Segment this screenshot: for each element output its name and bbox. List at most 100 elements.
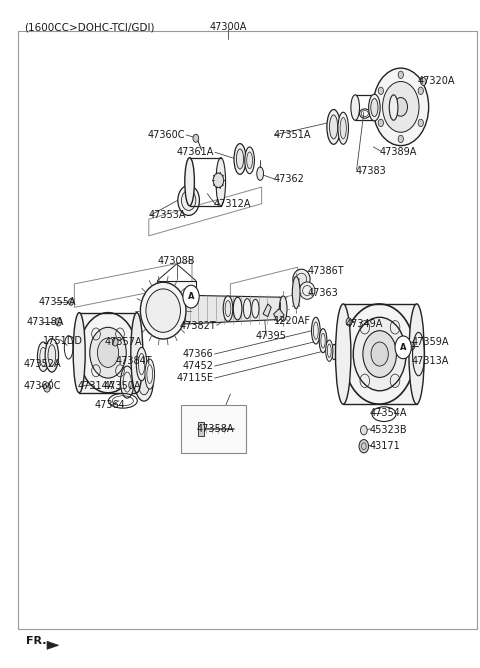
Text: 47312A: 47312A — [214, 199, 251, 208]
Circle shape — [90, 327, 126, 378]
Ellipse shape — [389, 95, 398, 120]
Ellipse shape — [79, 313, 137, 393]
Text: 47300A: 47300A — [209, 22, 247, 31]
Ellipse shape — [279, 296, 287, 321]
Ellipse shape — [252, 299, 259, 318]
Polygon shape — [185, 295, 283, 324]
Text: 1220AF: 1220AF — [274, 316, 311, 325]
Ellipse shape — [329, 115, 337, 139]
Ellipse shape — [247, 152, 252, 169]
Ellipse shape — [213, 173, 224, 188]
Ellipse shape — [338, 112, 348, 144]
Text: 47382T: 47382T — [179, 321, 216, 331]
Ellipse shape — [409, 304, 424, 404]
Ellipse shape — [138, 371, 150, 395]
Ellipse shape — [131, 313, 143, 393]
Ellipse shape — [327, 110, 340, 144]
Circle shape — [383, 81, 419, 132]
Bar — [181, 405, 246, 453]
Polygon shape — [263, 304, 271, 317]
Circle shape — [69, 299, 73, 305]
Text: 47354A: 47354A — [370, 408, 407, 418]
Text: 47115E: 47115E — [177, 373, 214, 383]
Circle shape — [378, 88, 384, 95]
Text: 47452: 47452 — [182, 361, 214, 371]
Text: 47386T: 47386T — [307, 266, 344, 275]
Ellipse shape — [325, 340, 333, 361]
Ellipse shape — [146, 289, 180, 333]
Circle shape — [371, 342, 388, 366]
Circle shape — [420, 77, 426, 86]
Ellipse shape — [351, 95, 360, 120]
Ellipse shape — [120, 366, 134, 398]
Circle shape — [418, 120, 423, 127]
Text: 47359A: 47359A — [412, 337, 449, 347]
Text: 47314A: 47314A — [78, 381, 115, 391]
Text: FR.: FR. — [26, 637, 47, 646]
Ellipse shape — [369, 94, 380, 121]
Circle shape — [394, 98, 408, 116]
Ellipse shape — [233, 297, 242, 320]
Ellipse shape — [332, 345, 336, 360]
Text: 47360C: 47360C — [147, 130, 185, 140]
Bar — [79, 313, 137, 393]
Circle shape — [193, 134, 199, 142]
Text: 47358A: 47358A — [196, 424, 234, 434]
Text: 43171: 43171 — [370, 442, 400, 451]
Circle shape — [363, 331, 396, 377]
Ellipse shape — [336, 304, 351, 404]
Text: 47352A: 47352A — [24, 359, 61, 369]
Ellipse shape — [223, 296, 233, 321]
Circle shape — [378, 120, 384, 127]
Circle shape — [418, 88, 423, 95]
Text: 47384T: 47384T — [115, 356, 152, 365]
Ellipse shape — [225, 301, 231, 317]
Text: 47320A: 47320A — [418, 77, 455, 86]
Ellipse shape — [300, 282, 315, 299]
Text: 47349A: 47349A — [346, 319, 383, 329]
Circle shape — [398, 71, 403, 79]
Circle shape — [373, 68, 429, 146]
Text: 47364: 47364 — [95, 401, 126, 410]
Circle shape — [409, 342, 415, 350]
Circle shape — [56, 318, 61, 326]
Ellipse shape — [292, 277, 300, 309]
Ellipse shape — [37, 342, 49, 371]
Text: 47360C: 47360C — [24, 381, 61, 391]
Ellipse shape — [343, 304, 415, 404]
Ellipse shape — [296, 273, 307, 285]
Text: 45323B: 45323B — [370, 425, 407, 434]
Bar — [157, 281, 196, 302]
Ellipse shape — [136, 347, 147, 381]
Text: 47355A: 47355A — [38, 297, 76, 307]
Circle shape — [97, 338, 119, 367]
Ellipse shape — [236, 149, 244, 169]
Text: 47357A: 47357A — [105, 337, 142, 347]
Ellipse shape — [216, 158, 226, 206]
Text: 47308B: 47308B — [158, 256, 195, 265]
Text: 47350A: 47350A — [103, 381, 141, 391]
Circle shape — [44, 383, 50, 392]
Ellipse shape — [312, 317, 320, 344]
Bar — [343, 304, 417, 404]
Ellipse shape — [234, 144, 246, 174]
Text: 47363: 47363 — [307, 288, 338, 297]
Bar — [18, 31, 477, 629]
Polygon shape — [198, 422, 204, 436]
Text: (1600CC>DOHC-TCI/GDI): (1600CC>DOHC-TCI/GDI) — [24, 22, 155, 32]
Text: 47353A: 47353A — [149, 210, 186, 220]
Ellipse shape — [185, 158, 194, 206]
Text: 47362: 47362 — [274, 174, 304, 184]
Polygon shape — [47, 641, 59, 649]
Circle shape — [360, 426, 367, 435]
Circle shape — [398, 136, 403, 143]
Ellipse shape — [48, 345, 56, 366]
Ellipse shape — [140, 283, 186, 339]
Polygon shape — [274, 309, 284, 322]
Ellipse shape — [178, 186, 200, 215]
Circle shape — [395, 336, 411, 359]
Ellipse shape — [257, 167, 264, 180]
Ellipse shape — [319, 329, 327, 353]
Text: A: A — [188, 292, 194, 301]
Text: 47383: 47383 — [355, 166, 386, 176]
